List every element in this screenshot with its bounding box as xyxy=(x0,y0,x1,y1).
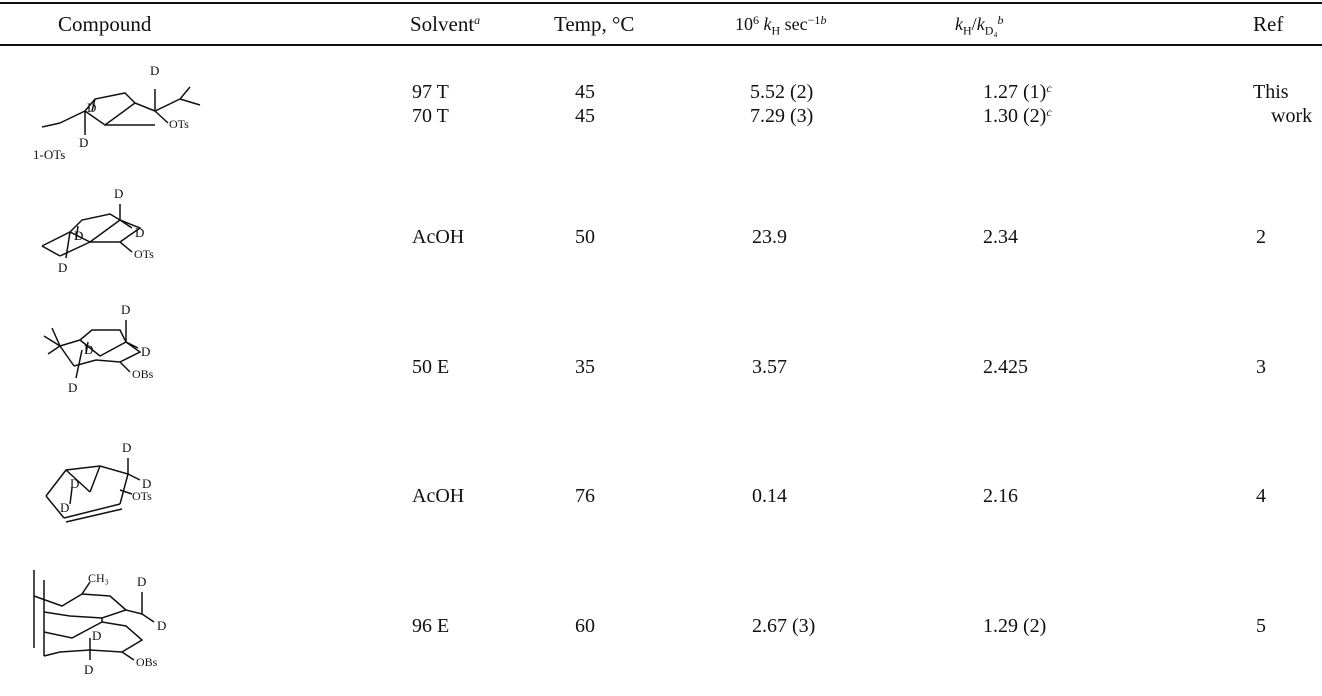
temp-value: 35 xyxy=(575,356,595,378)
atom-d-label: D xyxy=(87,100,96,115)
header-isotope-effect: kH/kD₄b xyxy=(955,13,1004,38)
header-rate: 106 kH sec−1b xyxy=(735,13,827,38)
leaving-group-label: OTs xyxy=(169,117,189,131)
atom-d-label: D xyxy=(142,476,151,491)
atom-d-label: D xyxy=(92,628,101,643)
isotope-effect-value: 1.29 (2) xyxy=(983,615,1047,637)
rate-value: 0.14 xyxy=(752,485,787,507)
temp-value: 50 xyxy=(575,226,595,248)
solvent-value: AcOH xyxy=(412,226,465,248)
ref-value: This work xyxy=(1253,81,1313,127)
structure-bicyclic-tosylate: D D D D OTs xyxy=(30,430,205,540)
solvent-value: 50 E xyxy=(412,356,450,378)
atom-d-label: D xyxy=(135,225,144,240)
header-compound: Compound xyxy=(58,12,152,36)
leaving-group-label: OTs xyxy=(132,489,152,503)
atom-d-label: D xyxy=(141,344,150,359)
atom-d-label: D xyxy=(70,476,79,491)
structure-cyclohexyl-tosylate: D D D D OTs xyxy=(30,180,205,280)
atom-d-label: D xyxy=(79,135,88,150)
top-rule xyxy=(0,2,1322,4)
leaving-group-label: OBs xyxy=(136,655,158,669)
temp-value: 60 xyxy=(575,615,595,637)
compound-label: 1-OTs xyxy=(33,147,66,162)
atom-d-label: D xyxy=(58,260,67,275)
ref-value: 4 xyxy=(1256,485,1266,507)
structure-steroid-brosylate: CH₃ D D D D OBs xyxy=(30,560,205,690)
atom-d-label: D xyxy=(74,228,83,243)
atom-d-label: D xyxy=(114,186,123,201)
isotope-effect-value: 2.16 xyxy=(983,485,1018,507)
leaving-group-label: OBs xyxy=(132,367,154,381)
structure-menthyl-tosylate: D D D OTs xyxy=(30,55,205,155)
header-solvent: Solventa xyxy=(410,12,481,36)
header-rule xyxy=(0,44,1322,46)
atom-d-label: D xyxy=(68,380,77,395)
header-temp: Temp, °C xyxy=(554,12,635,36)
temp-value: 76 xyxy=(575,485,595,507)
rate-value: 3.57 xyxy=(752,356,787,378)
atom-d-label: D xyxy=(157,618,166,633)
isotope-effect-value: 1.27 (1)c 1.30 (2)c xyxy=(983,81,1052,127)
ref-value: 5 xyxy=(1256,615,1266,637)
atom-d-label: D xyxy=(137,574,146,589)
ref-value: 3 xyxy=(1256,356,1266,378)
rate-value: 5.52 (2) 7.29 (3) xyxy=(750,81,814,127)
rate-value: 23.9 xyxy=(752,226,787,248)
isotope-effect-value: 2.34 xyxy=(983,226,1018,248)
structure-tert-butylcyclohexyl-brosylate: D D D D OBs xyxy=(30,290,205,400)
leaving-group-label: OTs xyxy=(134,247,154,261)
atom-d-label: D xyxy=(122,440,131,455)
header-ref: Ref xyxy=(1253,12,1284,36)
solvent-value: AcOH xyxy=(412,485,465,507)
isotope-effect-value: 2.425 xyxy=(983,356,1028,378)
methyl-label: CH₃ xyxy=(88,571,109,585)
solvent-value: 96 E xyxy=(412,615,450,637)
atom-d-label: D xyxy=(60,500,69,515)
atom-d-label: D xyxy=(84,662,93,677)
atom-d-label: D xyxy=(121,302,130,317)
temp-value: 45 45 xyxy=(575,81,595,127)
atom-d-label: D xyxy=(150,63,159,78)
ref-value: 2 xyxy=(1256,226,1266,248)
atom-d-label: D xyxy=(84,342,93,357)
rate-value: 2.67 (3) xyxy=(752,615,816,637)
solvent-value: 97 T 70 T xyxy=(412,81,449,127)
